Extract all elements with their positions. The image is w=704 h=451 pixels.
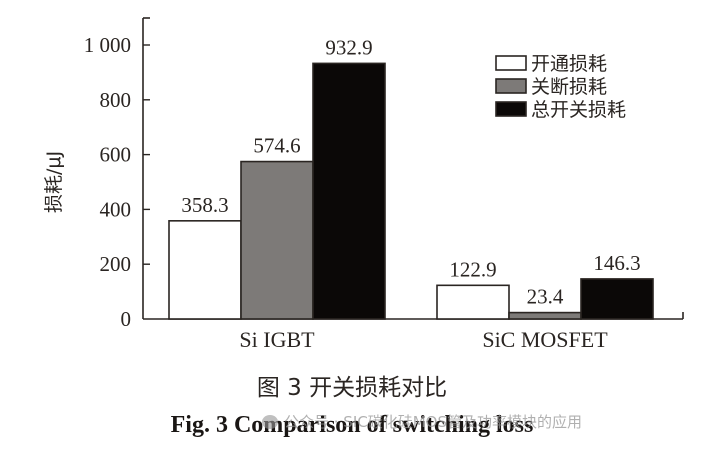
bar (508, 311, 582, 320)
bar-value-label: 122.9 (449, 257, 496, 281)
watermark-text: 公众号 · SIC碳化硅MOS管及功率模块的应用 (284, 413, 582, 431)
bar (436, 284, 510, 320)
watermark: 公众号 · SIC碳化硅MOS管及功率模块的应用 (262, 411, 582, 432)
figure-caption-en: Fig. 3 Comparison of switching loss (170, 412, 534, 438)
legend-label: 开通损耗 (531, 53, 607, 75)
bar-value-label: 23.4 (527, 285, 564, 309)
y-tick-label: 200 (100, 252, 132, 276)
y-tick-label: 600 (100, 143, 132, 167)
bar-value-label: 932.9 (325, 35, 372, 59)
y-tick-label: 400 (100, 197, 132, 221)
data-labels: 358.3 574.6 932.9 122.9 23.4 146.3 (181, 35, 640, 308)
wechat-icon (262, 415, 278, 429)
bar (168, 220, 242, 320)
bar-value-label: 358.3 (181, 193, 228, 217)
bar (312, 62, 386, 320)
bars (168, 62, 654, 320)
axes: 0 200 400 600 800 1 000 损耗/μJ Si IGBT SiC MOSFET (43, 17, 684, 352)
bar-value-label: 574.6 (253, 134, 300, 158)
bar (580, 278, 654, 320)
x-category-label: SiC MOSFET (482, 327, 608, 352)
bar-value-label: 146.3 (593, 251, 640, 275)
figure-caption-cn: 图 3 开关损耗对比 (256, 375, 448, 401)
y-tick-label: 800 (100, 88, 132, 112)
x-category-label: Si IGBT (239, 327, 315, 352)
y-axis-label: 损耗/μJ (43, 151, 65, 213)
bar-chart: 0 200 400 600 800 1 000 损耗/μJ Si IGBT SiC MOSFET… (43, 17, 684, 352)
legend-swatch (495, 55, 527, 71)
y-tick-label: 1 000 (84, 33, 131, 57)
y-tick-label: 0 (121, 307, 132, 331)
legend-label: 总开关损耗 (531, 99, 626, 121)
legend-swatch (495, 101, 527, 117)
bar (240, 160, 314, 320)
legend-swatch (495, 78, 527, 94)
legend-label: 关断损耗 (531, 76, 607, 98)
